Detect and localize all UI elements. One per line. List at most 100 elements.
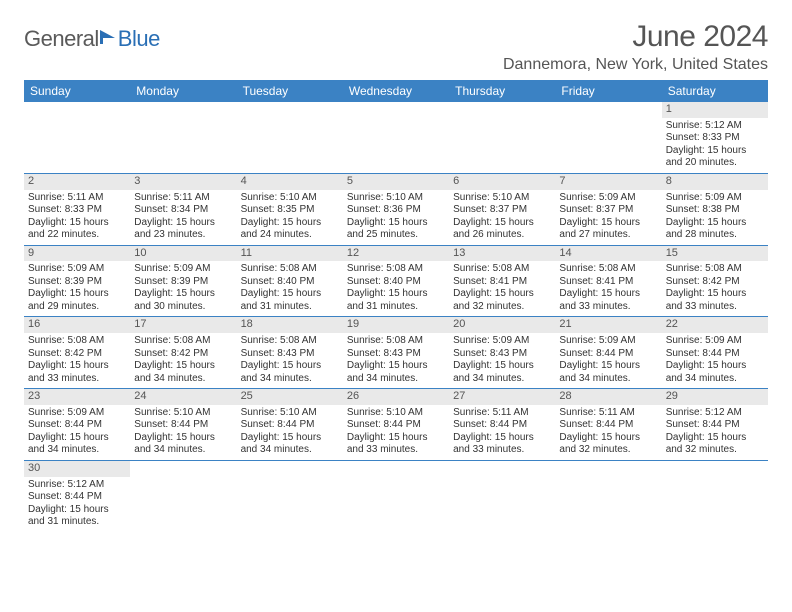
daylight-line: Daylight: 15 hours and 23 minutes. [134, 217, 232, 242]
day-number: 22 [662, 317, 768, 333]
day-number: 10 [130, 246, 236, 262]
header-row: General Blue June 2024 Dannemora, New Yo… [24, 20, 768, 74]
sunset-line: Sunset: 8:43 PM [347, 348, 445, 361]
sunset-line: Sunset: 8:44 PM [559, 348, 657, 361]
daylight-line: Daylight: 15 hours and 33 minutes. [559, 288, 657, 313]
day-number: 6 [449, 174, 555, 190]
day-number: 30 [24, 461, 130, 477]
daylight-line: Daylight: 15 hours and 31 minutes. [241, 288, 339, 313]
daylight-line: Daylight: 15 hours and 34 minutes. [134, 432, 232, 457]
day-header: Saturday [662, 80, 768, 102]
day-cell: 24Sunrise: 5:10 AMSunset: 8:44 PMDayligh… [130, 389, 236, 460]
daylight-line: Daylight: 15 hours and 33 minutes. [347, 432, 445, 457]
day-cell: 26 Sunrise: 5:10 AMSunset: 8:44 PMDayligh… [343, 389, 449, 460]
day-header-row: Sunday Monday Tuesday Wednesday Thursday… [24, 80, 768, 102]
sunrise-line: Sunrise: 5:08 AM [347, 263, 445, 276]
sunrise-line: Sunrise: 5:12 AM [666, 407, 764, 420]
day-number: 23 [24, 389, 130, 405]
day-number: 28 [555, 389, 661, 405]
sunrise-line: Sunrise: 5:08 AM [453, 263, 551, 276]
day-number: 5 [343, 174, 449, 190]
sunrise-line: Sunrise: 5:09 AM [559, 192, 657, 205]
sunrise-line: Sunrise: 5:09 AM [559, 335, 657, 348]
day-cell: 2Sunrise: 5:11 AMSunset: 8:33 PMDaylight… [24, 174, 130, 245]
daylight-line: Daylight: 15 hours and 31 minutes. [28, 504, 126, 529]
daylight-line: Daylight: 15 hours and 34 minutes. [666, 360, 764, 385]
day-cell: 20Sunrise: 5:09 AMSunset: 8:43 PMDayligh… [449, 317, 555, 388]
empty-cell [237, 102, 343, 173]
day-cell: 17Sunrise: 5:08 AMSunset: 8:42 PMDayligh… [130, 317, 236, 388]
month-title: June 2024 [503, 20, 768, 54]
logo-part2: Blue [118, 26, 160, 52]
empty-cell [555, 461, 661, 532]
day-number: 24 [130, 389, 236, 405]
day-cell: 21Sunrise: 5:09 AMSunset: 8:44 PMDayligh… [555, 317, 661, 388]
daylight-line: Daylight: 15 hours and 28 minutes. [666, 217, 764, 242]
empty-cell [449, 102, 555, 173]
day-cell: 12Sunrise: 5:08 AMSunset: 8:40 PMDayligh… [343, 246, 449, 317]
sunrise-line: Sunrise: 5:11 AM [134, 192, 232, 205]
sunset-line: Sunset: 8:40 PM [241, 276, 339, 289]
daylight-line: Daylight: 15 hours and 32 minutes. [559, 432, 657, 457]
day-header: Friday [555, 80, 661, 102]
day-cell: 15Sunrise: 5:08 AMSunset: 8:42 PMDayligh… [662, 246, 768, 317]
day-number: 14 [555, 246, 661, 262]
day-cell: 1Sunrise: 5:12 AMSunset: 8:33 PMDaylight… [662, 102, 768, 173]
sunrise-line: Sunrise: 5:08 AM [241, 263, 339, 276]
daylight-line: Daylight: 15 hours and 33 minutes. [453, 432, 551, 457]
day-number: 19 [343, 317, 449, 333]
sunrise-line: Sunrise: 5:12 AM [28, 479, 126, 492]
day-cell: 4Sunrise: 5:10 AMSunset: 8:35 PMDaylight… [237, 174, 343, 245]
daylight-line: Daylight: 15 hours and 31 minutes. [347, 288, 445, 313]
sunrise-line: Sunrise: 5:11 AM [559, 407, 657, 420]
sunrise-line: Sunrise: 5:08 AM [241, 335, 339, 348]
day-cell: 30Sunrise: 5:12 AMSunset: 8:44 PMDayligh… [24, 461, 130, 532]
sunset-line: Sunset: 8:33 PM [28, 204, 126, 217]
day-cell: 8Sunrise: 5:09 AMSunset: 8:38 PMDaylight… [662, 174, 768, 245]
day-cell: 9Sunrise: 5:09 AMSunset: 8:39 PMDaylight… [24, 246, 130, 317]
day-number: 16 [24, 317, 130, 333]
sunset-line: Sunset: 8:44 PM [666, 419, 764, 432]
day-number: 26 [343, 389, 449, 405]
day-cell: 29Sunrise: 5:12 AMSunset: 8:44 PMDayligh… [662, 389, 768, 460]
sunset-line: Sunset: 8:43 PM [241, 348, 339, 361]
day-number: 21 [555, 317, 661, 333]
day-cell: 25Sunrise: 5:10 AMSunset: 8:44 PMDayligh… [237, 389, 343, 460]
day-number: 17 [130, 317, 236, 333]
empty-cell [662, 461, 768, 532]
empty-cell [343, 102, 449, 173]
flag-icon [99, 28, 119, 51]
day-cell: 6Sunrise: 5:10 AMSunset: 8:37 PMDaylight… [449, 174, 555, 245]
daylight-line: Daylight: 15 hours and 33 minutes. [28, 360, 126, 385]
sunrise-line: Sunrise: 5:09 AM [666, 335, 764, 348]
day-header: Wednesday [343, 80, 449, 102]
day-number: 15 [662, 246, 768, 262]
day-cell: 5Sunrise: 5:10 AMSunset: 8:36 PMDaylight… [343, 174, 449, 245]
sunset-line: Sunset: 8:40 PM [347, 276, 445, 289]
sunset-line: Sunset: 8:44 PM [28, 419, 126, 432]
title-block: June 2024 Dannemora, New York, United St… [503, 20, 768, 74]
day-number: 4 [237, 174, 343, 190]
empty-cell [449, 461, 555, 532]
empty-cell [130, 102, 236, 173]
empty-cell [130, 461, 236, 532]
sunrise-line: Sunrise: 5:09 AM [666, 192, 764, 205]
sunset-line: Sunset: 8:36 PM [347, 204, 445, 217]
day-number: 11 [237, 246, 343, 262]
day-cell: 27Sunrise: 5:11 AMSunset: 8:44 PMDayligh… [449, 389, 555, 460]
empty-cell [555, 102, 661, 173]
logo-part1: General [24, 26, 99, 52]
sunrise-line: Sunrise: 5:08 AM [28, 335, 126, 348]
sunrise-line: Sunrise: 5:10 AM [241, 407, 339, 420]
day-cell: 3Sunrise: 5:11 AMSunset: 8:34 PMDaylight… [130, 174, 236, 245]
day-number: 13 [449, 246, 555, 262]
sunrise-line: Sunrise: 5:10 AM [347, 407, 445, 420]
day-number: 29 [662, 389, 768, 405]
sunset-line: Sunset: 8:44 PM [347, 419, 445, 432]
day-cell: 11Sunrise: 5:08 AMSunset: 8:40 PMDayligh… [237, 246, 343, 317]
daylight-line: Daylight: 15 hours and 33 minutes. [666, 288, 764, 313]
empty-cell [237, 461, 343, 532]
sunset-line: Sunset: 8:34 PM [134, 204, 232, 217]
day-number: 1 [662, 102, 768, 118]
sunset-line: Sunset: 8:41 PM [559, 276, 657, 289]
